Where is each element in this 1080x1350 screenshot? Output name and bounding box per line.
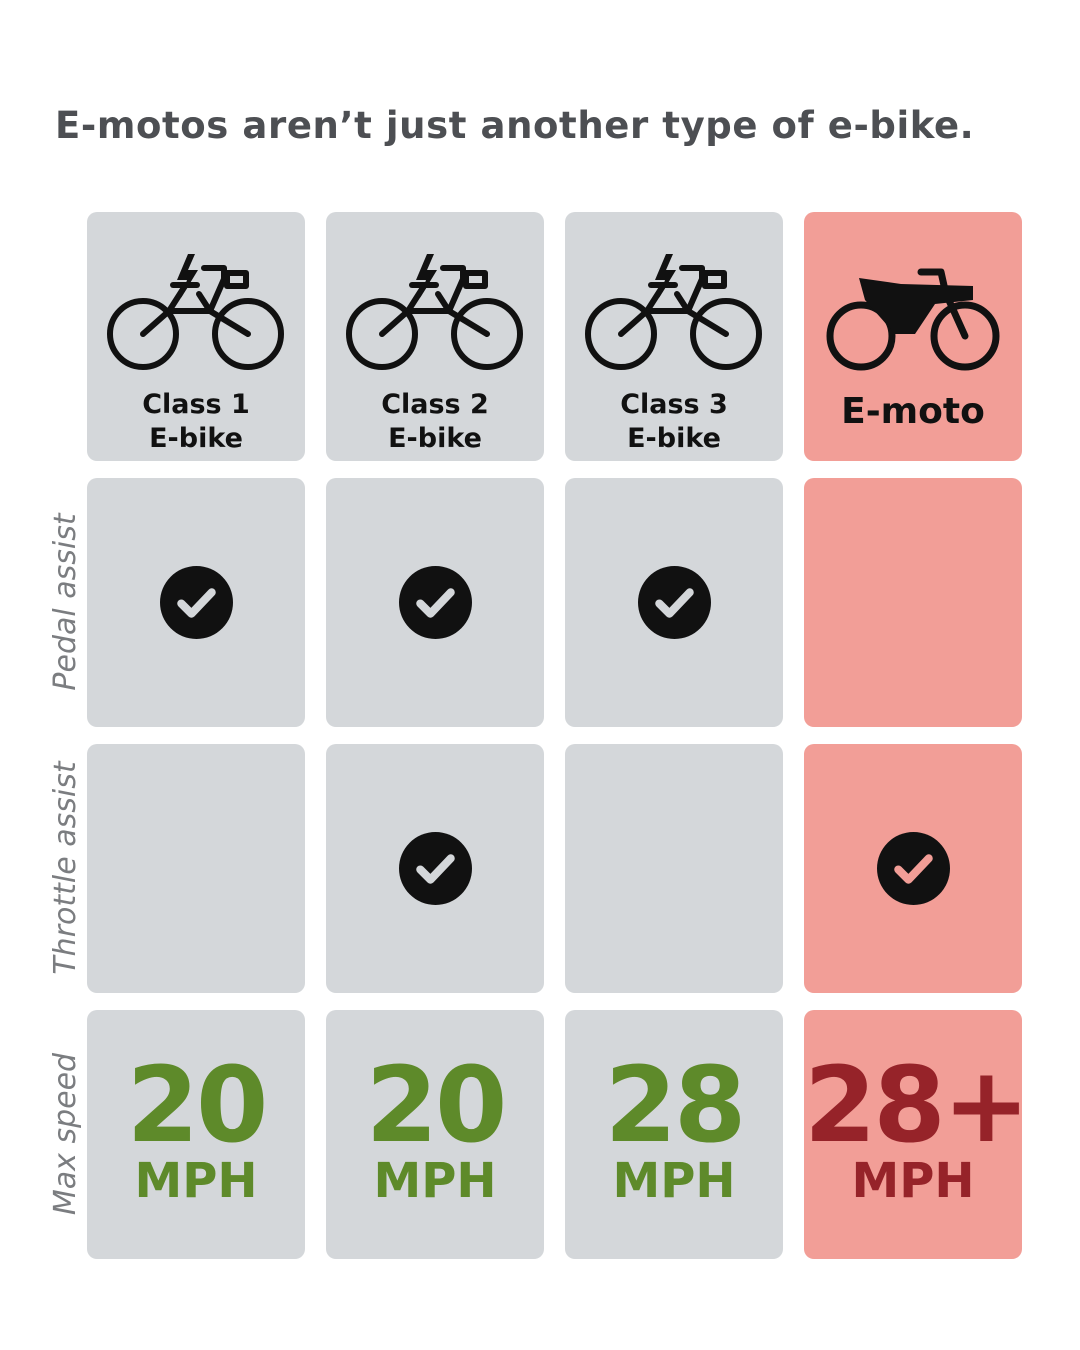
throttle-assist-cell-class-2 [326, 744, 544, 993]
type-label-line-1: Class 1 [142, 389, 250, 420]
max-speed-unit: MPH [373, 1153, 497, 1209]
header-cell-class-1: Class 1 E-bike [87, 212, 305, 461]
type-label-line-1: Class 2 [381, 389, 489, 420]
type-label-line-1: Class 3 [620, 389, 728, 420]
max-speed-unit: MPH [134, 1153, 258, 1209]
page-title: E-motos aren’t just another type of e-bi… [55, 104, 975, 147]
throttle-assist-cell-class-1 [87, 744, 305, 993]
header-cell-class-2: Class 2 E-bike [326, 212, 544, 461]
row-label-max-speed: Max speed [48, 1052, 83, 1216]
electric-bike-icon [346, 254, 523, 370]
checkmark-icon [160, 566, 233, 639]
electric-bike-icon [585, 254, 762, 370]
row-label-throttle-assist: Throttle assist [48, 761, 83, 975]
header-cell-class-3: Class 3 E-bike [565, 212, 783, 461]
header-cell-emoto: E-moto [804, 212, 1022, 461]
pedal-assist-cell-emoto [804, 478, 1022, 727]
throttle-assist-cell-emoto [804, 744, 1022, 993]
checkmark-icon [399, 566, 472, 639]
max-speed-value: 28+ [804, 1044, 1030, 1166]
type-label-line-1: E-moto [841, 391, 985, 432]
pedal-assist-cell-class-2 [326, 478, 544, 727]
type-label-line-2: E-bike [388, 423, 482, 454]
max-speed-value: 20 [126, 1044, 269, 1166]
pedal-assist-cell-class-3 [565, 478, 783, 727]
row-label-pedal-assist: Pedal assist [48, 513, 83, 691]
max-speed-value: 28 [604, 1044, 747, 1166]
motorbike-icon [826, 268, 1000, 371]
electric-bike-icon [107, 254, 284, 370]
throttle-assist-cell-class-3 [565, 744, 783, 993]
max-speed-unit: MPH [851, 1153, 975, 1209]
checkmark-icon [877, 832, 950, 905]
pedal-assist-cell-class-1 [87, 478, 305, 727]
type-label-line-2: E-bike [627, 423, 721, 454]
max-speed-cell-class-2: 20 MPH [326, 1010, 544, 1259]
max-speed-cell-emoto: 28+ MPH [804, 1010, 1030, 1259]
type-label-line-2: E-bike [149, 423, 243, 454]
max-speed-cell-class-3: 28 MPH [565, 1010, 783, 1259]
checkmark-icon [399, 832, 472, 905]
max-speed-cell-class-1: 20 MPH [87, 1010, 305, 1259]
max-speed-value: 20 [365, 1044, 508, 1166]
max-speed-unit: MPH [612, 1153, 736, 1209]
checkmark-icon [638, 566, 711, 639]
